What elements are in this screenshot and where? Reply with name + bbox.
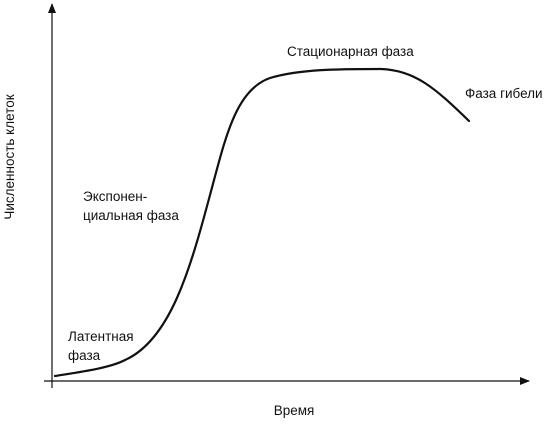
exponential-phase-label: Экспонен- циальная фаза [83, 189, 179, 223]
stationary-phase-label: Стационарная фаза [287, 44, 414, 59]
lag-phase-label-line-2: фаза [68, 348, 101, 363]
exponential-phase-label-line-2: циальная фаза [83, 208, 179, 223]
lag-phase-label-line-1: Латентная [68, 329, 134, 344]
exponential-phase-label-line-1: Экспонен- [83, 189, 147, 204]
x-axis-label: Время [274, 403, 315, 418]
death-phase-label: Фаза гибели [465, 86, 543, 101]
growth-curve [53, 67, 471, 378]
lag-phase-label: Латентная фаза [68, 329, 137, 363]
y-axis-label: Численность клеток [2, 94, 17, 219]
